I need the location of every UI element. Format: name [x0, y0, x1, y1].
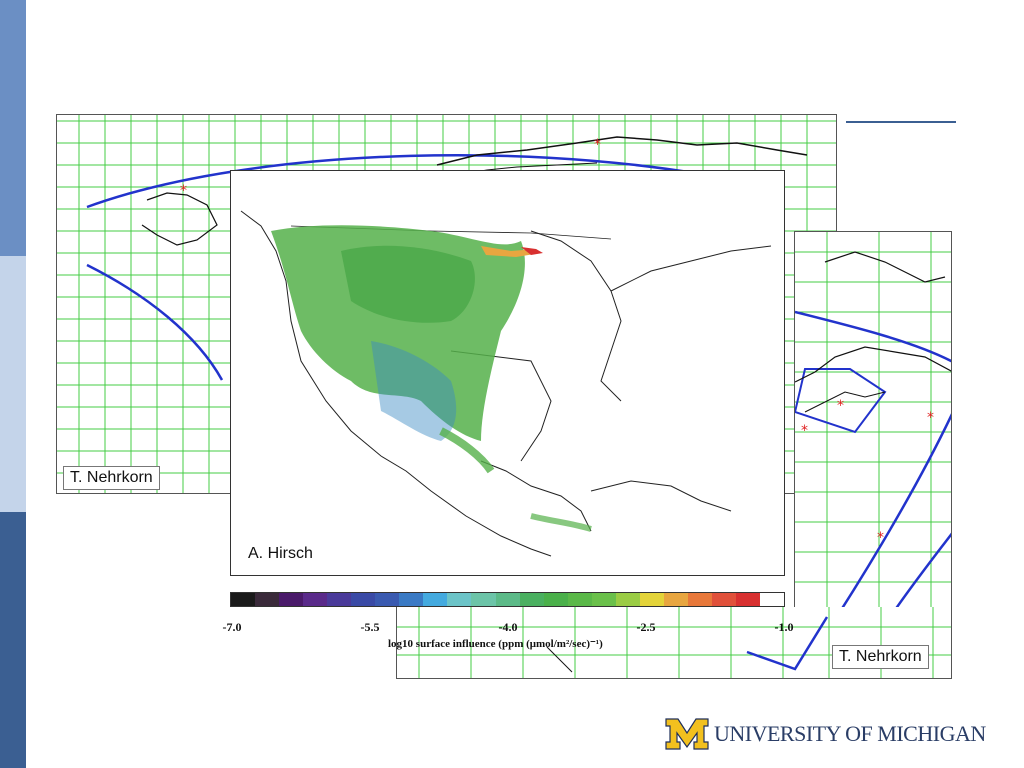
- title-rule: [846, 121, 956, 123]
- colorbar-swatch: [303, 593, 328, 606]
- colorbar-swatch: [760, 593, 785, 606]
- right-map-credit: T. Nehrkorn: [832, 645, 929, 669]
- block-m-logo-icon: [665, 718, 709, 750]
- colorbar-swatch: [567, 593, 592, 606]
- colorbar-swatch: [399, 593, 424, 606]
- influence-colorbar: [230, 592, 785, 607]
- svg-text:*: *: [877, 530, 884, 546]
- right-trajectory-map: * * * *: [794, 231, 952, 679]
- colorbar-swatch: [687, 593, 712, 606]
- north-america-influence-graphic: [240, 210, 772, 557]
- colorbar-title: log10 surface influence (ppm (μmol/m²/se…: [388, 638, 603, 650]
- colorbar-swatch: [543, 593, 568, 606]
- sidebar-band-bottom: [0, 512, 26, 768]
- colorbar-swatch: [375, 593, 400, 606]
- colorbar-swatch: [423, 593, 448, 606]
- colorbar-swatch: [615, 593, 640, 606]
- colorbar-swatch: [711, 593, 736, 606]
- colorbar-swatch: [255, 593, 280, 606]
- colorbar-swatch: [351, 593, 376, 606]
- colorbar-tick-label: -2.5: [636, 620, 656, 634]
- slide-sidebar: [0, 0, 26, 768]
- colorbar-swatch: [639, 593, 664, 606]
- colorbar-swatch: [591, 593, 616, 606]
- university-name: UNIVERSITY OF MICHIGAN: [714, 721, 986, 746]
- colorbar-tick-label: -1.0: [774, 620, 794, 634]
- svg-text:*: *: [801, 423, 808, 439]
- university-logo: UNIVERSITY OF MICHIGAN: [664, 714, 986, 754]
- svg-text:*: *: [837, 398, 844, 414]
- colorbar-swatch: [447, 593, 472, 606]
- colorbar-swatch: [519, 593, 544, 606]
- svg-text:*: *: [927, 410, 934, 426]
- colorbar-swatch: [663, 593, 688, 606]
- svg-text:*: *: [594, 137, 601, 153]
- colorbar-swatch: [231, 593, 256, 606]
- colorbar-tick-label: -7.0: [222, 620, 242, 634]
- colorbar-swatch: [327, 593, 352, 606]
- svg-text:*: *: [180, 183, 187, 199]
- sidebar-band-top: [0, 0, 26, 256]
- colorbar-swatch: [495, 593, 520, 606]
- colorbar-swatch: [471, 593, 496, 606]
- right-map-bottom-graphic: [397, 607, 951, 678]
- colorbar-tick-label: -5.5: [360, 620, 380, 634]
- colorbar-swatch: [279, 593, 304, 606]
- sidebar-band-middle: [0, 256, 26, 512]
- center-influence-map: [230, 170, 785, 576]
- colorbar-swatch: [735, 593, 761, 606]
- colorbar-tick-label: -4.0: [498, 620, 518, 634]
- center-map-credit: A. Hirsch: [242, 543, 319, 565]
- left-map-credit: T. Nehrkorn: [63, 466, 160, 490]
- right-map-bottom-strip: [396, 607, 952, 679]
